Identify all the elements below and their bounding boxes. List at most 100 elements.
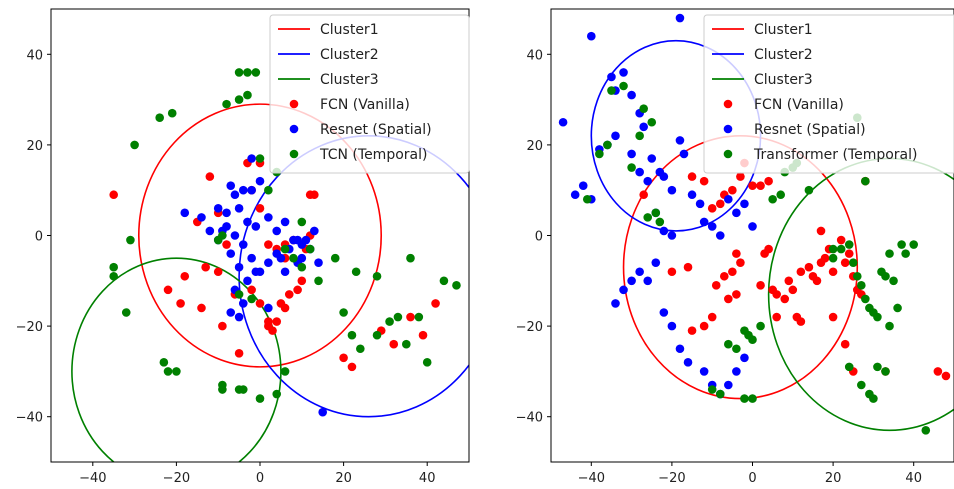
point-fcn-vanilla	[109, 190, 118, 199]
point-transformer-temporal	[724, 340, 733, 349]
point-fcn-vanilla	[841, 340, 850, 349]
point-tcn-temporal	[235, 95, 244, 104]
point-tcn-temporal	[126, 236, 135, 245]
point-resnet-spatial	[235, 313, 244, 322]
point-resnet-spatial	[716, 231, 725, 240]
point-transformer-temporal	[627, 163, 636, 172]
point-fcn-vanilla	[784, 277, 793, 286]
point-fcn-vanilla	[942, 372, 951, 381]
point-fcn-vanilla	[180, 272, 189, 281]
point-resnet-spatial	[226, 249, 235, 258]
point-fcn-vanilla	[736, 172, 745, 181]
point-tcn-temporal	[423, 358, 432, 367]
point-transformer-temporal	[853, 272, 862, 281]
x-tick-label: −40	[578, 471, 605, 486]
y-tick-label: 40	[26, 48, 43, 63]
legend-marker-swatch	[724, 100, 733, 109]
point-resnet-spatial	[264, 213, 273, 222]
point-transformer-temporal	[861, 295, 870, 304]
x-tick-label: 20	[335, 471, 352, 486]
point-fcn-vanilla	[797, 267, 806, 276]
point-fcn-vanilla	[406, 313, 415, 322]
legend-marker-swatch	[290, 100, 299, 109]
point-resnet-spatial	[206, 227, 215, 236]
point-fcn-vanilla	[756, 181, 765, 190]
point-resnet-spatial	[724, 381, 733, 390]
point-resnet-spatial	[243, 277, 252, 286]
left-scatter-panel: −40 −20 0 20 40−40−2002040Cluster1Cluster2Cl…	[16, 9, 499, 486]
point-tcn-temporal	[256, 154, 265, 163]
point-resnet-spatial	[247, 154, 256, 163]
point-resnet-spatial	[740, 199, 749, 208]
point-fcn-vanilla	[772, 313, 781, 322]
point-transformer-temporal	[901, 249, 910, 258]
point-transformer-temporal	[607, 86, 616, 95]
point-resnet-spatial	[571, 190, 580, 199]
point-tcn-temporal	[109, 263, 118, 272]
point-resnet-spatial	[611, 299, 620, 308]
point-tcn-temporal	[402, 340, 411, 349]
point-tcn-temporal	[406, 254, 415, 263]
point-fcn-vanilla	[201, 263, 210, 272]
point-resnet-spatial	[239, 240, 248, 249]
right-scatter-panel: −40 −20 0 20 40−40−2002040Cluster1Cluster2Cl…	[516, 9, 954, 486]
point-resnet-spatial	[619, 286, 628, 295]
point-fcn-vanilla	[264, 240, 273, 249]
point-tcn-temporal	[160, 358, 169, 367]
point-resnet-spatial	[281, 267, 290, 276]
point-fcn-vanilla	[728, 267, 737, 276]
point-tcn-temporal	[247, 295, 256, 304]
point-fcn-vanilla	[736, 258, 745, 267]
x-tick-label: 40	[419, 471, 436, 486]
point-resnet-spatial	[676, 14, 685, 23]
point-resnet-spatial	[684, 358, 693, 367]
point-tcn-temporal	[122, 308, 131, 317]
point-fcn-vanilla	[206, 172, 215, 181]
point-transformer-temporal	[873, 313, 882, 322]
point-resnet-spatial	[668, 186, 677, 195]
point-fcn-vanilla	[235, 349, 244, 358]
point-transformer-temporal	[909, 240, 918, 249]
point-resnet-spatial	[688, 190, 697, 199]
point-transformer-temporal	[647, 118, 656, 127]
point-fcn-vanilla	[813, 277, 822, 286]
x-tick-label: 0	[256, 471, 264, 486]
point-tcn-temporal	[264, 186, 273, 195]
point-resnet-spatial	[256, 267, 265, 276]
legend-marker-swatch	[724, 125, 733, 134]
point-fcn-vanilla	[708, 204, 717, 213]
point-resnet-spatial	[264, 304, 273, 313]
x-tick-label: 0	[748, 471, 756, 486]
point-fcn-vanilla	[218, 322, 227, 331]
point-transformer-temporal	[845, 363, 854, 372]
point-tcn-temporal	[272, 390, 281, 399]
point-transformer-temporal	[716, 390, 725, 399]
legend-label: Resnet (Spatial)	[754, 122, 866, 138]
point-tcn-temporal	[331, 254, 340, 263]
point-transformer-temporal	[829, 245, 838, 254]
point-resnet-spatial	[247, 254, 256, 263]
legend-label: Resnet (Spatial)	[320, 122, 432, 138]
point-fcn-vanilla	[829, 313, 838, 322]
point-fcn-vanilla	[298, 277, 307, 286]
point-fcn-vanilla	[264, 322, 273, 331]
point-resnet-spatial	[222, 209, 231, 218]
point-fcn-vanilla	[712, 281, 721, 290]
point-tcn-temporal	[298, 218, 307, 227]
point-resnet-spatial	[748, 222, 757, 231]
point-transformer-temporal	[603, 141, 612, 150]
point-transformer-temporal	[857, 381, 866, 390]
point-resnet-spatial	[724, 195, 733, 204]
point-resnet-spatial	[700, 218, 709, 227]
point-tcn-temporal	[243, 68, 252, 77]
point-transformer-temporal	[740, 394, 749, 403]
point-resnet-spatial	[732, 367, 741, 376]
point-tcn-temporal	[164, 367, 173, 376]
point-transformer-temporal	[885, 249, 894, 258]
y-tick-label: −40	[516, 411, 543, 426]
point-resnet-spatial	[214, 204, 223, 213]
point-tcn-temporal	[281, 367, 290, 376]
point-fcn-vanilla	[431, 299, 440, 308]
point-fcn-vanilla	[272, 317, 281, 326]
point-fcn-vanilla	[793, 313, 802, 322]
